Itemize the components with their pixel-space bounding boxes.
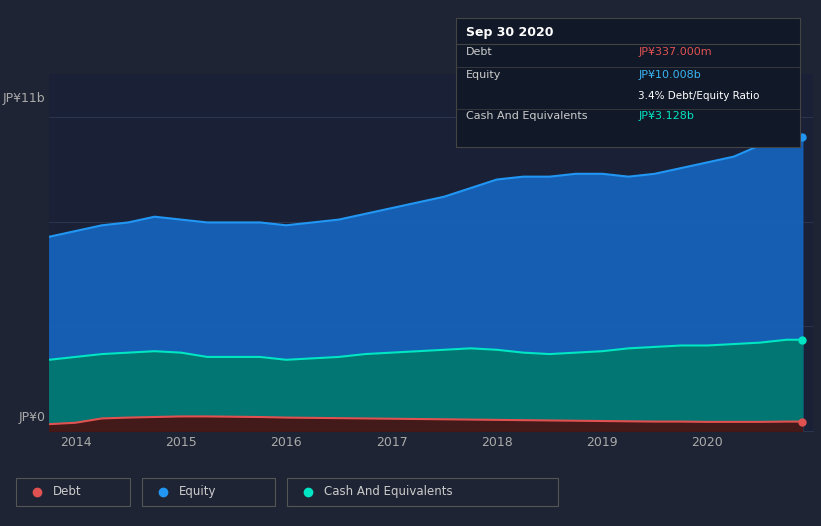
- Text: Sep 30 2020: Sep 30 2020: [466, 26, 553, 39]
- Text: Equity: Equity: [466, 70, 502, 80]
- Text: JP¥10.008b: JP¥10.008b: [639, 70, 701, 80]
- Text: Debt: Debt: [53, 485, 82, 498]
- Text: Cash And Equivalents: Cash And Equivalents: [466, 111, 588, 121]
- Text: Debt: Debt: [466, 47, 493, 57]
- Text: JP¥3.128b: JP¥3.128b: [639, 111, 695, 121]
- Text: JP¥11b: JP¥11b: [2, 92, 45, 105]
- Text: Equity: Equity: [179, 485, 217, 498]
- Text: Cash And Equivalents: Cash And Equivalents: [324, 485, 453, 498]
- Text: JP¥337.000m: JP¥337.000m: [639, 47, 712, 57]
- Text: 3.4% Debt/Equity Ratio: 3.4% Debt/Equity Ratio: [639, 90, 759, 100]
- Text: JP¥0: JP¥0: [18, 411, 45, 424]
